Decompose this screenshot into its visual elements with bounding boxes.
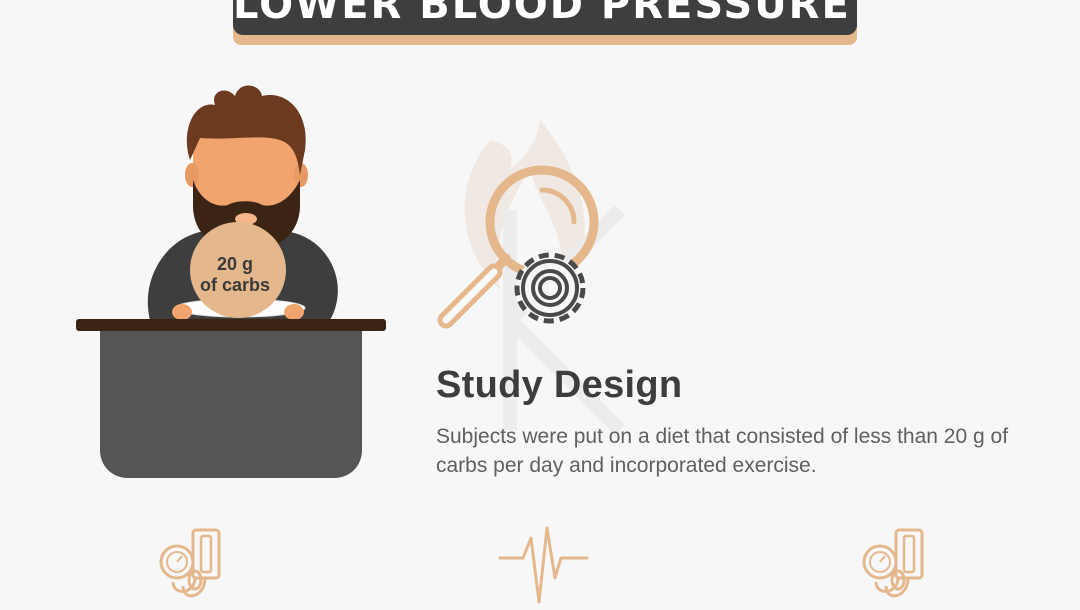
section-title: Study Design xyxy=(436,364,683,406)
plate-line-2: of carbs xyxy=(199,275,271,295)
man-hair xyxy=(186,85,306,175)
carbs-ball xyxy=(190,222,286,318)
header-title: LOWER BLOOD PRESSURE? xyxy=(233,0,857,28)
blood-pressure-monitor-icon-right xyxy=(862,528,924,598)
header-banner: LOWER BLOOD PRESSURE? xyxy=(233,0,857,35)
man-at-table-illustration xyxy=(76,85,386,478)
magnifier-icon xyxy=(437,165,599,329)
section-body: Subjects were put on a diet that consist… xyxy=(436,425,1009,477)
table-top xyxy=(76,319,386,331)
heartbeat-icon xyxy=(498,526,589,604)
plate-line-1: 20 g xyxy=(216,254,254,274)
blood-pressure-monitor-icon xyxy=(159,528,221,598)
gear-icon xyxy=(514,252,586,324)
table-body xyxy=(100,331,362,478)
